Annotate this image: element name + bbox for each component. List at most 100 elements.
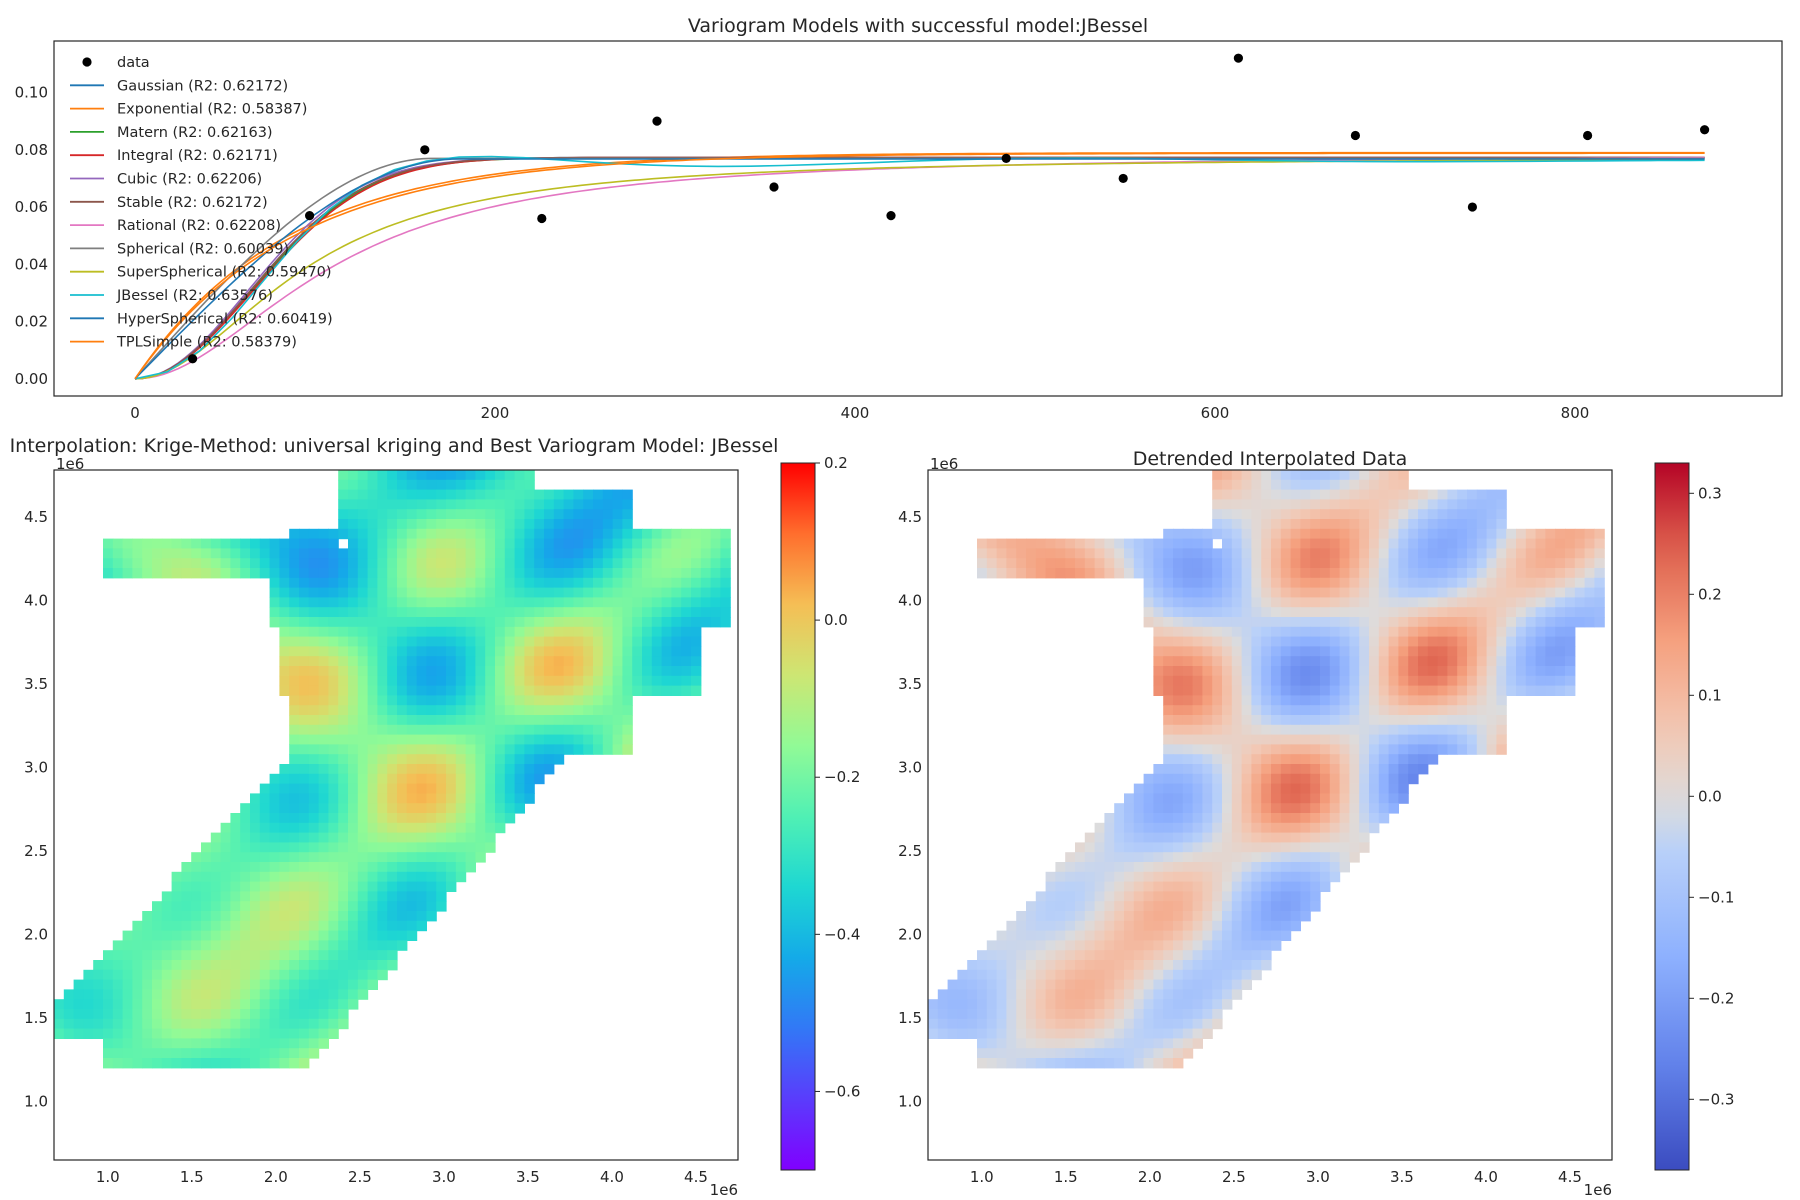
heatmap-cell [1104,989,1115,1000]
heatmap-cell [1173,587,1184,598]
heatmap-cell [132,979,143,990]
heatmap-cell [1261,666,1272,677]
heatmap-cell [171,1028,182,1039]
heatmap-cell [338,832,349,843]
heatmap-cell [700,617,712,628]
heatmap-cell [1133,548,1145,559]
heatmap-cell [1280,577,1292,589]
heatmap-cell [465,577,476,589]
heatmap-cell [1349,842,1360,853]
heatmap-cell [299,979,310,990]
heatmap-cell [1369,715,1380,726]
heatmap-cell [720,528,731,540]
heatmap-cell [357,852,369,863]
heatmap-cell [289,979,300,990]
heatmap-cell [436,479,447,491]
heatmap-cell [269,930,280,941]
heatmap-cell [289,568,300,579]
heatmap-cell [1329,871,1341,883]
heatmap-cell [1339,617,1350,628]
heatmap-cell [1192,666,1203,677]
heatmap-cell [1035,969,1047,981]
heatmap-cell [1094,1048,1105,1059]
heatmap-cell [103,538,114,549]
heatmap-cell [299,597,310,608]
heatmap-cell [691,646,702,657]
heatmap-cell [416,862,427,873]
heatmap-cell [967,969,978,981]
heatmap-cell [1192,715,1203,726]
heatmap-cell [1359,558,1370,569]
heatmap-cell [563,568,574,579]
heatmap-cell [1163,528,1174,540]
heatmap-cell [308,695,320,706]
heatmap-cell [181,901,192,912]
heatmap-cell [1271,705,1282,716]
heatmap-cell [996,1058,1007,1069]
heatmap-cell [1418,764,1429,775]
heatmap-cell [1192,989,1203,1000]
heatmap-cell [103,548,114,559]
heatmap-cell [1329,744,1341,755]
heatmap-cell [1408,577,1419,589]
heatmap-cell [1320,509,1331,520]
heatmap-cell [318,793,329,804]
x-tick-label: 2.5 [348,1168,372,1186]
heatmap-cell [377,568,388,579]
heatmap-cell [691,568,702,579]
heatmap-cell [1545,636,1556,647]
heatmap-cell [1359,470,1370,481]
heatmap-cell [1261,489,1272,500]
heatmap-cell [1280,470,1292,481]
heatmap-cell [1251,715,1262,726]
heatmap-cell [1378,724,1390,736]
heatmap-cell [328,734,339,745]
heatmap-cell [152,911,163,922]
heatmap-cell [1261,538,1272,549]
heatmap-cell [240,822,251,834]
heatmap-cell [1084,1038,1096,1049]
heatmap-cell [720,568,731,579]
heatmap-cell [504,626,516,638]
heatmap-cell [1359,568,1370,579]
heatmap-cell [1173,832,1184,843]
heatmap-cell [367,617,378,628]
heatmap-cell [1300,528,1311,540]
heatmap-cell [328,960,339,971]
heatmap-cell [1545,646,1556,657]
heatmap-cell [534,587,545,598]
heatmap-cell [1467,744,1478,755]
heatmap-cell [1290,734,1301,745]
heatmap-cell [1555,666,1566,677]
heatmap-cell [632,587,643,598]
heatmap-cell [338,499,349,510]
heatmap-cell [93,989,104,1000]
heatmap-cell [1506,685,1517,696]
heatmap-cell [446,656,457,667]
heatmap-cell [1457,666,1468,677]
heatmap-cell [1212,705,1223,716]
heatmap-cell [308,744,320,755]
heatmap-cell [1182,675,1194,687]
heatmap-cell [681,558,692,569]
heatmap-cell [1241,548,1252,559]
heatmap-cell [436,685,447,696]
heatmap-cell [308,1028,320,1039]
heatmap-cell [1339,695,1350,706]
heatmap-cell [1133,1058,1145,1069]
heatmap-cell [1574,577,1586,589]
heatmap-cell [210,1038,222,1049]
heatmap-cell [299,1028,310,1039]
heatmap-cell [700,558,712,569]
heatmap-cell [446,822,457,834]
heatmap-cell [1427,617,1439,628]
heatmap-cell [1182,764,1194,775]
heatmap-cell [279,979,290,990]
heatmap-cell [475,803,486,814]
heatmap-cell [250,950,261,961]
heatmap-cell [1251,646,1262,657]
heatmap-cell [426,744,437,755]
heatmap-cell [220,1038,231,1049]
heatmap-cell [181,1048,192,1059]
heatmap-cell [1506,656,1517,667]
